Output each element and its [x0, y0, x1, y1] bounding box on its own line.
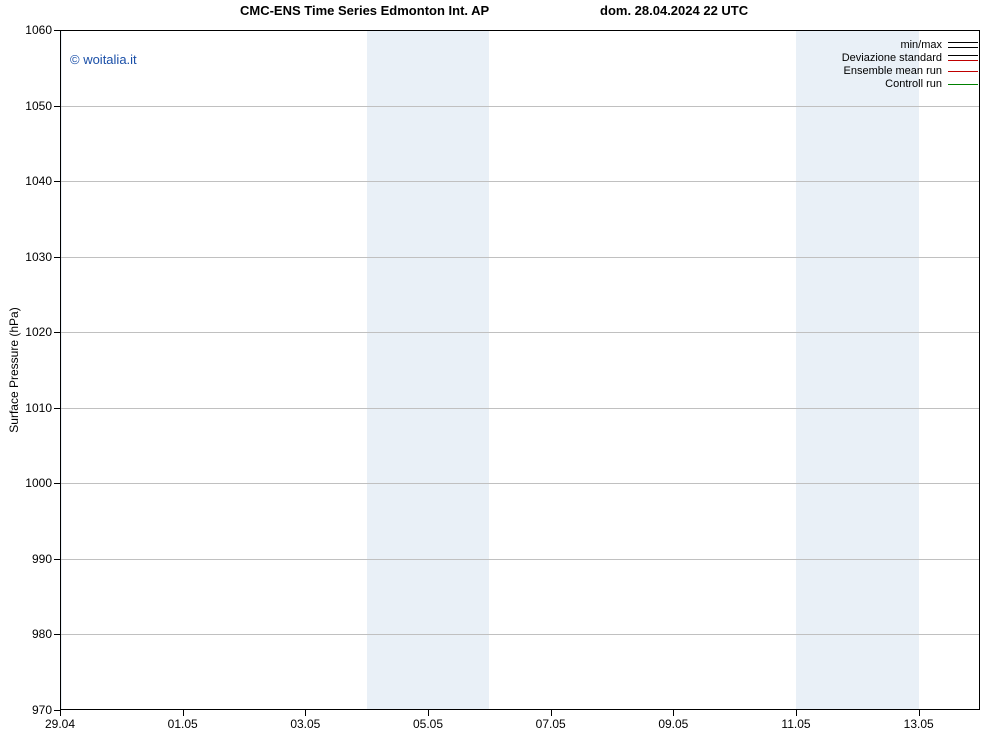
y-tick-label: 1000: [25, 476, 52, 490]
x-tick-label: 01.05: [168, 717, 198, 731]
y-tick-label: 990: [32, 552, 52, 566]
y-tick-label: 1030: [25, 250, 52, 264]
chart-root: { "title": { "left": "CMC-ENS Time Serie…: [0, 0, 1000, 733]
x-tick-mark: [183, 710, 184, 716]
y-tick-mark: [54, 483, 60, 484]
y-tick-mark: [54, 106, 60, 107]
chart-title-right: dom. 28.04.2024 22 UTC: [600, 3, 748, 18]
gridline-horizontal: [60, 332, 980, 333]
legend-label: Ensemble mean run: [844, 65, 942, 77]
watermark: © woitalia.it: [70, 52, 137, 67]
x-tick-label: 03.05: [290, 717, 320, 731]
y-tick-mark: [54, 332, 60, 333]
legend-swatch: [948, 52, 978, 64]
legend: min/maxDeviazione standardEnsemble mean …: [842, 38, 978, 90]
y-tick-label: 1040: [25, 174, 52, 188]
legend-label: min/max: [900, 39, 942, 51]
legend-item: Controll run: [842, 77, 978, 90]
legend-label: Deviazione standard: [842, 52, 942, 64]
gridline-horizontal: [60, 634, 980, 635]
legend-label: Controll run: [885, 78, 942, 90]
x-tick-mark: [919, 710, 920, 716]
legend-swatch: [948, 78, 978, 90]
x-tick-mark: [673, 710, 674, 716]
x-tick-mark: [305, 710, 306, 716]
y-tick-label: 1010: [25, 401, 52, 415]
x-tick-mark: [60, 710, 61, 716]
legend-swatch: [948, 39, 978, 51]
x-tick-mark: [428, 710, 429, 716]
x-tick-mark: [796, 710, 797, 716]
legend-item: Deviazione standard: [842, 51, 978, 64]
x-tick-label: 11.05: [781, 717, 810, 731]
y-tick-mark: [54, 257, 60, 258]
x-tick-label: 09.05: [658, 717, 688, 731]
plot-area: [60, 30, 980, 710]
gridline-horizontal: [60, 483, 980, 484]
legend-item: Ensemble mean run: [842, 64, 978, 77]
y-axis-label: Surface Pressure (hPa): [7, 307, 21, 432]
y-tick-mark: [54, 408, 60, 409]
gridline-horizontal: [60, 408, 980, 409]
y-tick-mark: [54, 181, 60, 182]
gridline-horizontal: [60, 257, 980, 258]
gridline-horizontal: [60, 559, 980, 560]
weekend-band: [796, 30, 919, 710]
y-tick-mark: [54, 559, 60, 560]
gridline-horizontal: [60, 106, 980, 107]
legend-swatch: [948, 65, 978, 77]
y-tick-mark: [54, 30, 60, 31]
x-tick-label: 29.04: [45, 717, 75, 731]
legend-item: min/max: [842, 38, 978, 51]
weekend-band: [367, 30, 490, 710]
y-tick-label: 970: [32, 703, 52, 717]
weekend-band: [60, 30, 62, 710]
x-tick-label: 13.05: [904, 717, 934, 731]
y-tick-label: 1060: [25, 23, 52, 37]
x-tick-label: 07.05: [536, 717, 566, 731]
y-tick-label: 1050: [25, 99, 52, 113]
x-tick-label: 05.05: [413, 717, 443, 731]
chart-title-left: CMC-ENS Time Series Edmonton Int. AP: [240, 3, 489, 18]
x-tick-mark: [551, 710, 552, 716]
y-tick-label: 980: [32, 627, 52, 641]
y-tick-label: 1020: [25, 325, 52, 339]
gridline-horizontal: [60, 181, 980, 182]
y-tick-mark: [54, 634, 60, 635]
